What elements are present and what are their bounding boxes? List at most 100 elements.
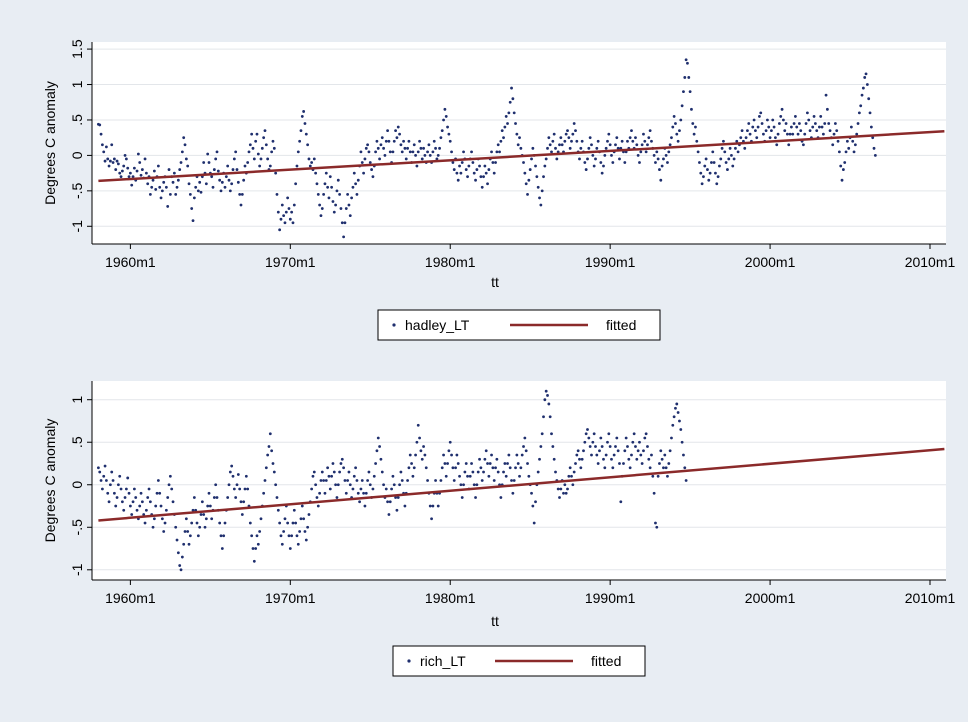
- data-point: [406, 146, 409, 150]
- data-point: [873, 154, 877, 157]
- data-point: [212, 496, 216, 499]
- data-point: [795, 125, 799, 129]
- data-point: [156, 164, 160, 168]
- data-point: [100, 487, 104, 491]
- data-point: [112, 157, 116, 161]
- data-point: [399, 143, 403, 147]
- data-point: [190, 521, 194, 525]
- data-point: [542, 175, 545, 179]
- data-point: [600, 445, 604, 448]
- data-point: [847, 146, 851, 150]
- data-point: [303, 122, 307, 125]
- data-point: [780, 107, 784, 111]
- data-point: [486, 182, 489, 186]
- data-point: [546, 146, 549, 150]
- data-point: [180, 150, 184, 154]
- legend-label: hadley_LT: [405, 317, 470, 333]
- data-point: [684, 479, 688, 482]
- data-point: [203, 525, 207, 529]
- data-point: [284, 210, 288, 214]
- data-point: [279, 534, 283, 538]
- data-point: [587, 146, 591, 150]
- data-point: [143, 521, 147, 525]
- data-point: [232, 487, 236, 491]
- data-point: [740, 129, 744, 132]
- data-point: [350, 196, 354, 200]
- data-point: [778, 122, 781, 125]
- data-point: [174, 192, 178, 196]
- data-point: [584, 168, 588, 171]
- data-point: [334, 483, 338, 487]
- data-point: [648, 466, 652, 470]
- data-point: [428, 504, 432, 508]
- data-point: [764, 129, 768, 132]
- data-point: [511, 491, 515, 495]
- x-tick-label: 1980m1: [425, 254, 476, 270]
- data-point: [202, 513, 206, 516]
- data-point: [552, 132, 556, 136]
- data-point: [682, 90, 685, 94]
- data-point: [224, 175, 228, 179]
- data-point: [752, 118, 756, 122]
- data-point: [458, 164, 461, 168]
- plot-area: [92, 381, 946, 580]
- data-point: [116, 162, 120, 166]
- data-point: [390, 487, 393, 491]
- data-point: [252, 157, 256, 161]
- data-point: [840, 178, 844, 182]
- y-tick-label: .5: [69, 114, 85, 126]
- data-point: [352, 474, 356, 478]
- data-point: [268, 432, 272, 436]
- data-point: [118, 171, 122, 175]
- data-point: [514, 122, 517, 125]
- data-point: [347, 203, 351, 207]
- data-point: [614, 445, 617, 448]
- data-point: [711, 150, 715, 154]
- data-point: [642, 449, 645, 453]
- data-point: [600, 171, 604, 175]
- data-point: [841, 168, 845, 171]
- data-point: [262, 491, 266, 495]
- data-point: [103, 159, 107, 163]
- data-point: [634, 136, 637, 140]
- data-point: [694, 125, 697, 129]
- data-point: [644, 150, 648, 154]
- data-point: [722, 139, 725, 143]
- data-point: [318, 203, 322, 207]
- data-point: [271, 462, 275, 465]
- data-point: [304, 132, 308, 136]
- data-point: [394, 496, 397, 499]
- data-point: [774, 136, 777, 140]
- data-point: [214, 157, 218, 161]
- data-point: [427, 143, 431, 147]
- chart-panel-1: -1 -.5 0 .5 1 1.5 1960m1 1970m1 1980m1 1990m1 2000…: [42, 39, 956, 341]
- data-point: [662, 157, 665, 161]
- data-point: [231, 474, 235, 478]
- data-point: [179, 161, 183, 164]
- data-point: [148, 500, 152, 504]
- data-point: [483, 457, 487, 461]
- data-point: [623, 161, 627, 164]
- data-point: [283, 517, 287, 521]
- data-point: [384, 139, 388, 143]
- data-point: [628, 136, 632, 140]
- data-point: [464, 168, 468, 171]
- data-point: [151, 178, 155, 182]
- data-point: [412, 143, 416, 147]
- data-point: [378, 157, 381, 161]
- data-point: [295, 164, 299, 168]
- data-point: [654, 161, 657, 164]
- data-point: [239, 203, 243, 207]
- data-point: [522, 161, 525, 164]
- data-point: [295, 534, 299, 538]
- data-point: [368, 161, 372, 164]
- data-point: [833, 122, 837, 125]
- data-point: [486, 462, 489, 465]
- data-point: [772, 125, 776, 129]
- data-point: [206, 152, 210, 156]
- data-point: [135, 169, 139, 173]
- data-point: [210, 517, 214, 521]
- data-point: [294, 521, 298, 525]
- data-point: [720, 146, 724, 150]
- chart-panel-2: -1 -.5 0 .5 1 1960m1 1970m1 1980m1 1990m1 2000m1 2…: [42, 381, 956, 677]
